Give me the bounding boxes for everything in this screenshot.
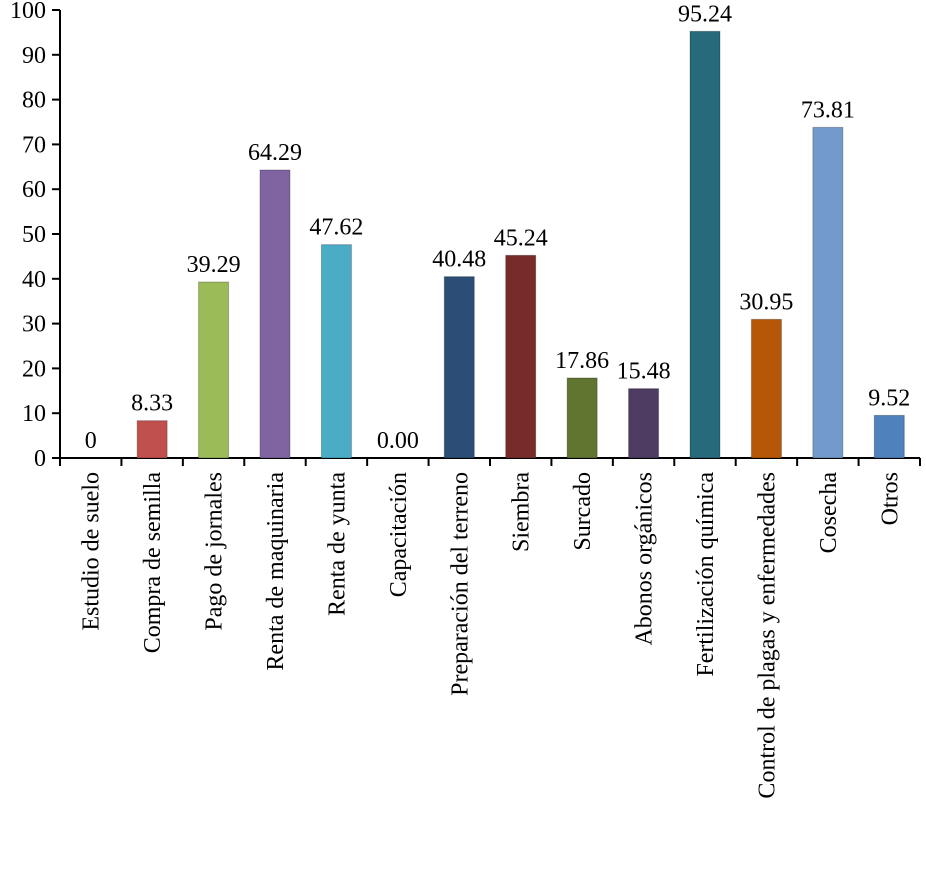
bar [259, 169, 291, 459]
y-tick-label: 0 [34, 446, 46, 472]
category-label: Compra de semilla [140, 472, 166, 654]
y-tick-label: 10 [22, 401, 46, 427]
data-label: 64.29 [248, 140, 302, 166]
category-label: Preparación del terreno [447, 472, 473, 696]
bar [873, 414, 905, 459]
category-label: Estudio de suelo [79, 472, 105, 631]
data-label: 30.95 [739, 289, 793, 315]
category-label: Otros [877, 472, 903, 525]
bar [812, 126, 844, 459]
y-tick-label: 20 [22, 356, 46, 382]
bar [136, 420, 168, 459]
category-label: Cosecha [816, 472, 842, 554]
data-label: 17.86 [555, 348, 609, 374]
y-tick-label: 90 [22, 43, 46, 69]
data-label: 15.48 [617, 359, 671, 385]
category-label: Renta de yunta [324, 472, 350, 616]
bars [136, 30, 905, 459]
category-label: Fertilización química [693, 472, 719, 677]
data-label: 9.52 [868, 385, 910, 411]
data-label: 40.48 [432, 247, 486, 273]
data-label: 0.00 [377, 428, 419, 454]
y-tick-label: 50 [22, 222, 46, 248]
bar [320, 244, 352, 459]
category-label: Pago de jornales [202, 472, 228, 631]
y-tick-label: 80 [22, 88, 46, 114]
category-label: Surcado [570, 472, 596, 551]
category-label: Renta de maquinaria [263, 472, 289, 671]
axes [59, 10, 921, 466]
data-label: 95.24 [678, 1, 732, 27]
data-label: 8.33 [131, 391, 173, 417]
y-tick-label: 100 [10, 0, 46, 24]
bar [505, 254, 537, 459]
category-label: Control de plagas y enfermedades [754, 472, 780, 799]
data-label: 0 [85, 428, 97, 454]
bar [198, 281, 230, 459]
data-label: 39.29 [187, 252, 241, 278]
data-label: 45.24 [494, 225, 548, 251]
bar [443, 276, 475, 459]
bar [566, 377, 598, 459]
category-label: Abonos orgánicos [632, 472, 658, 646]
category-label: Capacitación [386, 472, 412, 597]
y-axis-ticks: 0 10 20 30 40 50 60 70 80 90 100 [10, 0, 60, 472]
bar [628, 388, 660, 459]
y-tick-label: 40 [22, 267, 46, 293]
category-label: Siembra [509, 472, 535, 552]
bar [689, 30, 721, 459]
category-labels: Estudio de suelo Compra de semilla Pago de… [79, 472, 904, 799]
data-label: 47.62 [309, 215, 363, 241]
y-tick-label: 70 [22, 132, 46, 158]
data-label: 73.81 [801, 97, 855, 123]
y-tick-label: 60 [22, 177, 46, 203]
data-labels: 0 8.33 39.29 64.29 47.62 0.00 40.48 45.24 17.86 1… [85, 1, 911, 454]
y-tick-label: 30 [22, 312, 46, 338]
bar [750, 318, 782, 459]
